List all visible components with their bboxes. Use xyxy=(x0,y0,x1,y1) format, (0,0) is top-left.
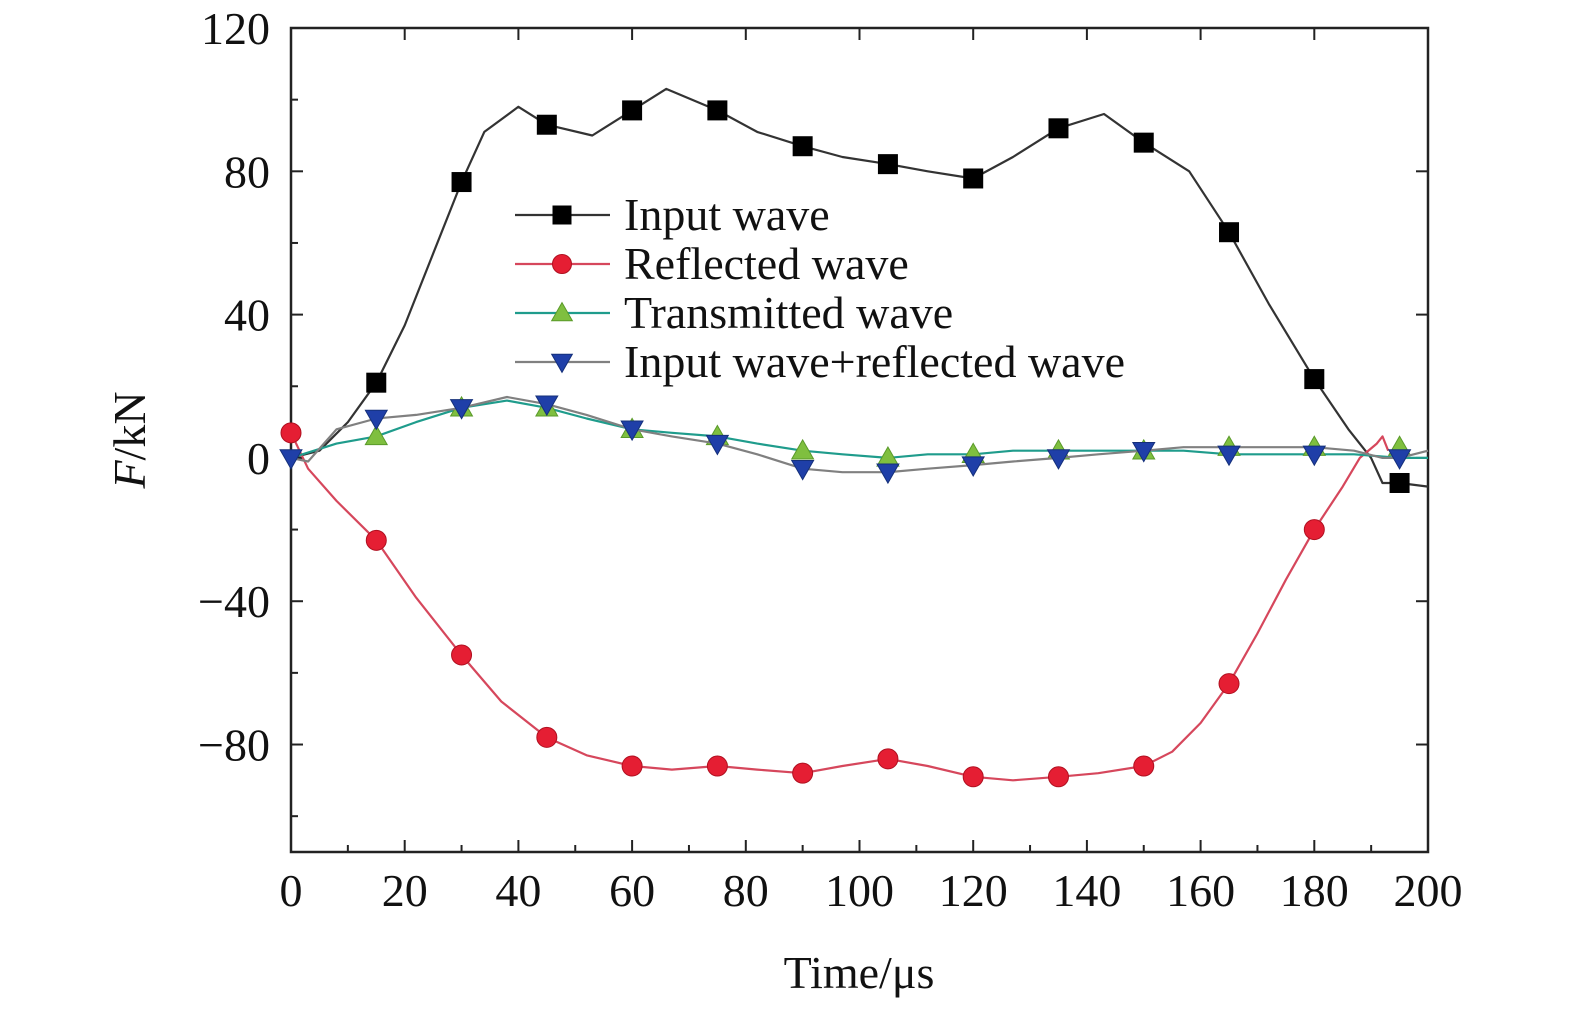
legend-marker xyxy=(550,353,574,374)
data-point xyxy=(792,762,814,784)
data-point xyxy=(1133,755,1155,777)
data-point xyxy=(1217,445,1241,467)
legend-marker xyxy=(550,301,574,322)
x-tick-label: 180 xyxy=(1280,865,1349,916)
data-point xyxy=(449,399,474,420)
legend-label: Reflected wave xyxy=(624,238,909,289)
plot-frame xyxy=(289,26,1430,854)
data-point xyxy=(451,644,473,666)
data-point xyxy=(621,755,643,777)
data-point xyxy=(876,463,900,485)
data-point xyxy=(1304,369,1325,390)
x-tick-label: 40 xyxy=(495,865,541,916)
x-tick-label: 60 xyxy=(609,865,655,916)
data-point xyxy=(1387,449,1412,470)
x-tick-label: 100 xyxy=(825,865,894,916)
data-point xyxy=(366,372,387,393)
data-point xyxy=(1302,445,1327,467)
data-point xyxy=(962,766,984,788)
x-tick-label: 140 xyxy=(1052,865,1121,916)
x-tick-label: 200 xyxy=(1394,865,1463,916)
series-input-wave xyxy=(290,87,1429,493)
data-point xyxy=(280,422,302,444)
y-tick-label: −40 xyxy=(198,576,270,627)
series-line xyxy=(290,87,1429,488)
data-point xyxy=(961,456,985,478)
data-point xyxy=(707,100,728,121)
data-point xyxy=(1303,519,1325,541)
x-tick-label: 0 xyxy=(280,865,303,916)
series-input-wave-reflected-wave xyxy=(279,395,1429,485)
legend-label: Input wave xyxy=(624,189,830,240)
x-tick-label: 120 xyxy=(939,865,1008,916)
x-axis-label: Time/μs xyxy=(784,947,935,998)
data-point xyxy=(1219,222,1240,243)
data-point xyxy=(365,529,387,551)
data-point xyxy=(451,172,472,193)
y-axis-label-unit: /kN xyxy=(104,391,155,460)
data-point xyxy=(536,114,557,135)
data-point xyxy=(790,459,815,481)
y-axis-label: F/kN xyxy=(104,391,155,489)
data-point xyxy=(364,424,389,446)
data-point xyxy=(1047,766,1069,788)
data-point xyxy=(706,755,728,777)
data-point xyxy=(877,748,899,770)
x-tick-label: 20 xyxy=(382,865,428,916)
data-point xyxy=(364,409,389,431)
data-point xyxy=(535,395,559,417)
data-point xyxy=(536,726,558,748)
y-tick-label: 0 xyxy=(247,433,270,484)
y-tick-label: 80 xyxy=(224,146,270,197)
data-point xyxy=(620,420,644,442)
y-tick-label: 40 xyxy=(224,290,270,341)
legend-label: Input wave+reflected wave xyxy=(624,336,1125,387)
data-point xyxy=(705,434,730,456)
data-point xyxy=(1046,449,1071,470)
series-layer xyxy=(279,87,1429,788)
data-point xyxy=(1131,442,1156,463)
y-tick-label: −80 xyxy=(198,720,270,771)
series-line xyxy=(290,432,1390,782)
series-reflected-wave xyxy=(280,422,1390,788)
legend-entry-input-wave-reflected-wave: Input wave+reflected wave xyxy=(515,336,1125,387)
x-tick-label: 160 xyxy=(1166,865,1235,916)
axis-ticks: 0 20 40 60 80 100 120 140 160 180 200 120 80 40 0 −40 −8… xyxy=(198,3,1462,916)
y-axis-label-symbol: F xyxy=(104,460,155,490)
data-point xyxy=(792,136,813,157)
data-point xyxy=(279,449,303,470)
data-point xyxy=(790,438,815,460)
legend-entry-input-wave: Input wave xyxy=(515,189,830,240)
data-point xyxy=(622,100,643,121)
data-point xyxy=(877,154,898,175)
data-point xyxy=(1048,118,1069,139)
data-point xyxy=(1133,132,1154,153)
legend-marker xyxy=(552,205,572,225)
series-line xyxy=(290,395,1429,474)
y-tick-label: 120 xyxy=(201,3,270,54)
legend-label: Transmitted wave xyxy=(624,287,953,338)
data-point xyxy=(1218,673,1240,695)
data-point xyxy=(963,168,984,189)
data-point xyxy=(1389,472,1410,493)
x-tick-label: 80 xyxy=(723,865,769,916)
legend-marker xyxy=(552,254,572,274)
series-line xyxy=(290,399,1428,459)
legend-entry-transmitted-wave: Transmitted wave xyxy=(515,287,953,338)
legend-entry-reflected-wave: Reflected wave xyxy=(515,238,909,289)
